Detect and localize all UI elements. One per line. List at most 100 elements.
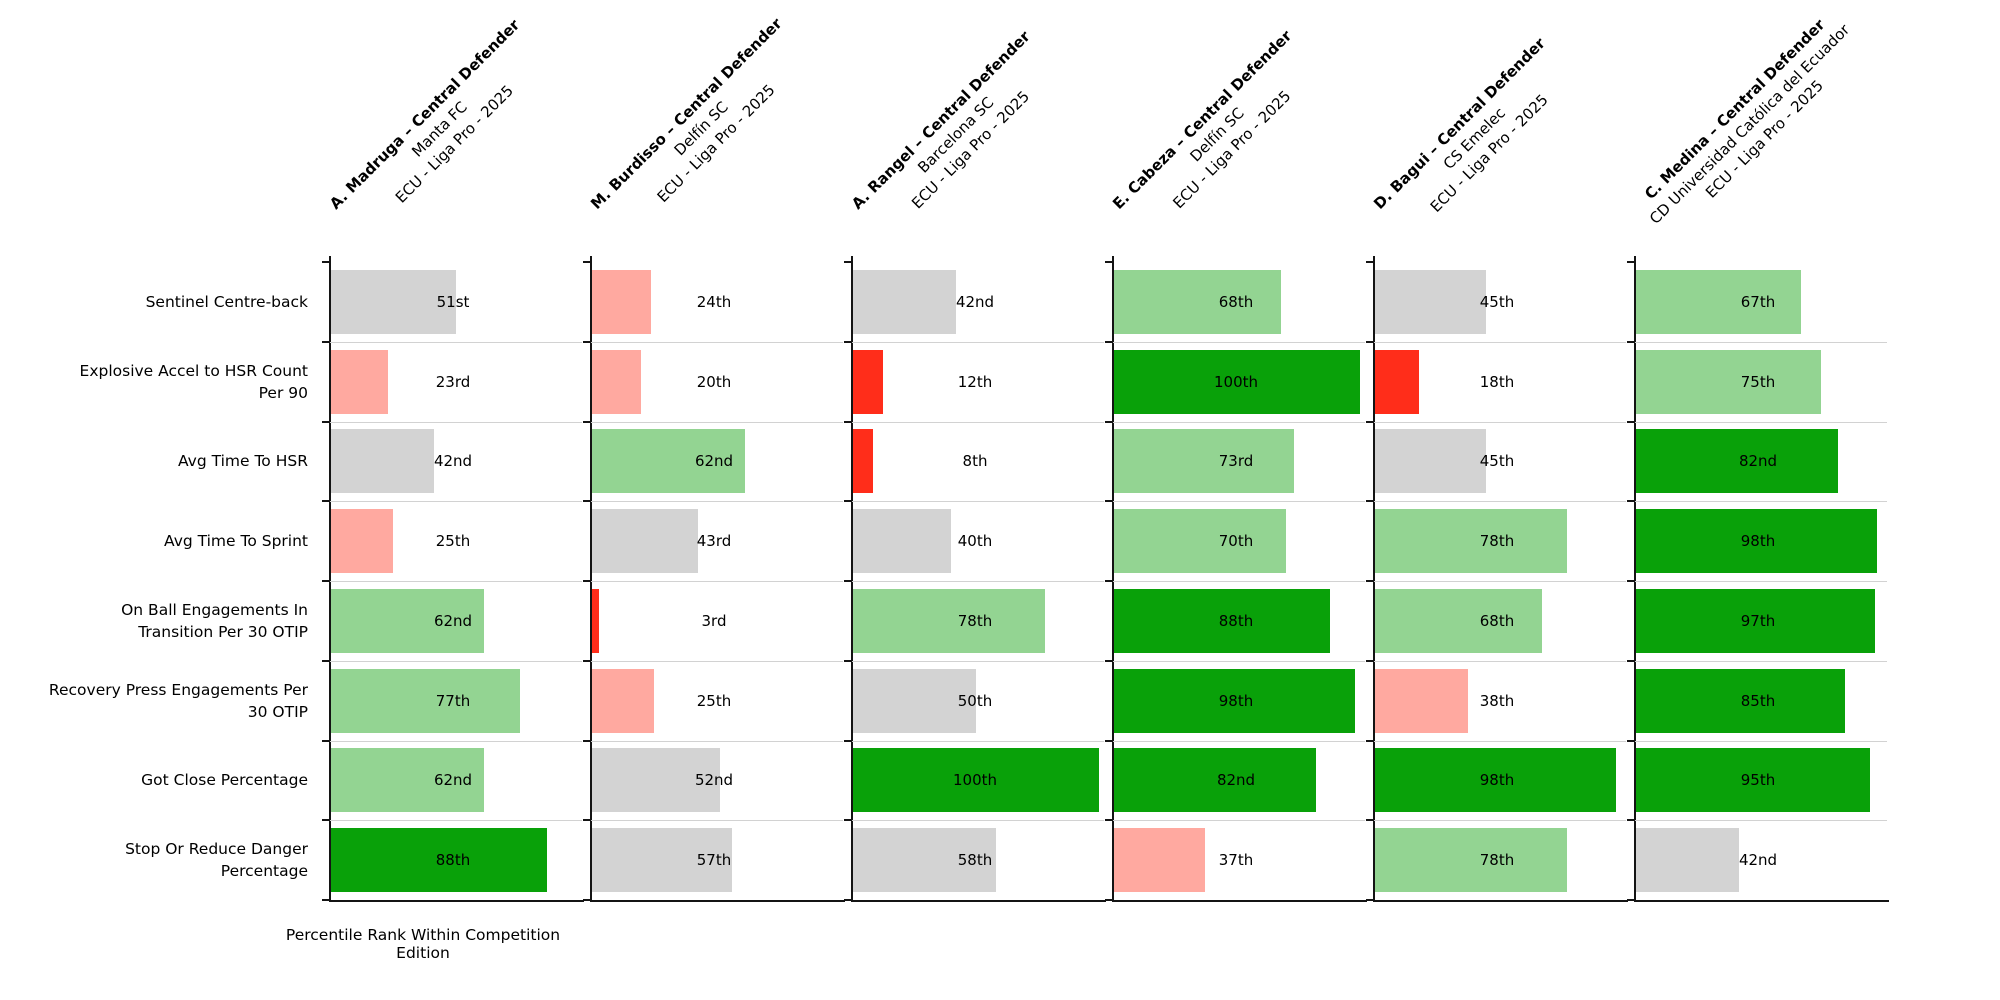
percentile-label: 18th bbox=[1479, 372, 1515, 391]
percentile-bar bbox=[853, 588, 1045, 653]
percentile-bar bbox=[853, 349, 883, 414]
player-header-text: A. Rangel – Central Defender Barcelona SC… bbox=[847, 27, 1064, 244]
axis-tick bbox=[1366, 739, 1373, 742]
percentile-label: 8th bbox=[962, 452, 988, 471]
percentile-label: 62nd bbox=[694, 452, 734, 471]
axis-tick bbox=[844, 261, 851, 263]
percentile-label: 88th bbox=[1218, 611, 1254, 630]
x-axis-baseline bbox=[1373, 900, 1628, 902]
percentile-bar bbox=[592, 748, 720, 813]
percentile-bar bbox=[592, 269, 652, 334]
player-panel-2: 42nd 12th 8th 40th 78th 50th 100th 58th bbox=[844, 256, 1106, 902]
percentile-bar bbox=[1114, 668, 1356, 733]
row-separator bbox=[330, 341, 582, 343]
x-axis-baseline bbox=[329, 900, 584, 902]
axis-tick bbox=[1627, 819, 1634, 822]
percentile-bar bbox=[1114, 588, 1331, 653]
percentile-label: 100th bbox=[952, 771, 998, 790]
axis-tick bbox=[322, 261, 329, 263]
metric-label-4: On Ball Engagements In Transition Per 30… bbox=[0, 581, 316, 661]
percentile-label: 98th bbox=[1218, 691, 1254, 710]
row-separator bbox=[1635, 740, 1887, 742]
row-separator bbox=[1374, 421, 1626, 423]
percentile-bar bbox=[1375, 588, 1543, 653]
row-separator bbox=[591, 421, 843, 423]
x-axis-label: Percentile Rank Within Competition Editi… bbox=[285, 926, 561, 962]
row-separator bbox=[1635, 581, 1887, 582]
percentile-label: 3rd bbox=[701, 611, 727, 630]
percentile-label: 42nd bbox=[433, 452, 473, 471]
percentile-bar bbox=[331, 349, 388, 414]
percentile-bar bbox=[331, 668, 521, 733]
player-team: Delfín SC bbox=[1186, 104, 1248, 166]
axis-tick bbox=[583, 261, 590, 263]
axis-tick bbox=[1105, 580, 1112, 582]
percentile-bar bbox=[592, 588, 600, 653]
metric-label-text: Sentinel Centre-back bbox=[145, 292, 308, 311]
row-separator bbox=[1374, 820, 1626, 822]
percentile-label: 98th bbox=[1479, 771, 1515, 790]
player-header-text: A. Madruga – Central Defender Manta FC ECU… bbox=[325, 15, 554, 244]
percentile-label: 95th bbox=[1740, 771, 1776, 790]
axis-tick bbox=[1105, 739, 1112, 742]
percentile-label: 82nd bbox=[1216, 771, 1256, 790]
row-separator bbox=[591, 501, 843, 503]
percentile-label: 62nd bbox=[433, 771, 473, 790]
row-separator bbox=[1374, 581, 1626, 582]
percentile-bar bbox=[1114, 509, 1287, 574]
player-team: CS Emelec bbox=[1439, 103, 1509, 173]
row-separator bbox=[1374, 501, 1626, 503]
percentile-bar bbox=[331, 748, 484, 813]
row-separator bbox=[591, 581, 843, 582]
row-separator bbox=[1635, 820, 1887, 822]
percentile-bar bbox=[1375, 349, 1420, 414]
axis-tick bbox=[844, 420, 851, 423]
axis-tick bbox=[322, 420, 329, 423]
row-separator bbox=[1635, 501, 1887, 503]
axis-tick bbox=[322, 819, 329, 822]
row-separator bbox=[591, 820, 843, 822]
axis-tick bbox=[583, 899, 590, 901]
player-header-text: C. Medina – Central Defender CD Universid… bbox=[1630, 5, 1869, 244]
percentile-label: 25th bbox=[435, 532, 471, 551]
row-separator bbox=[1374, 740, 1626, 742]
axis-tick bbox=[1366, 819, 1373, 822]
metric-label-text: Stop Or Reduce Danger Percentage bbox=[125, 840, 308, 881]
row-separator bbox=[1635, 341, 1887, 343]
axis-tick bbox=[583, 580, 590, 582]
percentile-label: 37th bbox=[1218, 851, 1254, 870]
axis-tick bbox=[1105, 819, 1112, 822]
axis-tick bbox=[844, 819, 851, 822]
row-separator bbox=[852, 421, 1104, 423]
percentile-label: 42nd bbox=[955, 292, 995, 311]
y-axis-spine bbox=[851, 256, 853, 902]
percentile-bar bbox=[1375, 429, 1486, 494]
y-axis-spine bbox=[329, 256, 331, 902]
percentile-label: 75th bbox=[1740, 372, 1776, 391]
axis-tick bbox=[1366, 659, 1373, 662]
percentile-bar bbox=[853, 269, 957, 334]
percentile-bar bbox=[1636, 588, 1875, 653]
axis-tick bbox=[1105, 340, 1112, 343]
x-axis-baseline bbox=[1112, 900, 1367, 902]
player-team: CD Universidad Católica del Ecuador bbox=[1646, 20, 1854, 228]
player-panel-0: 51st 23rd 42nd 25th 62nd 77th 62nd 88th bbox=[322, 256, 584, 902]
row-separator bbox=[852, 820, 1104, 822]
row-separator bbox=[1113, 740, 1365, 742]
axis-tick bbox=[1627, 899, 1634, 901]
row-separator bbox=[1113, 660, 1365, 662]
percentile-label: 58th bbox=[957, 851, 993, 870]
percentile-bar bbox=[331, 269, 457, 334]
percentile-bar bbox=[331, 509, 393, 574]
percentile-bar bbox=[592, 349, 642, 414]
percentile-bar bbox=[331, 588, 484, 653]
row-separator bbox=[852, 501, 1104, 503]
axis-tick bbox=[583, 819, 590, 822]
percentile-bar bbox=[592, 429, 745, 494]
axis-tick bbox=[844, 739, 851, 742]
player-panel-5: 67th 75th 82nd 98th 97th 85th 95th 42nd bbox=[1627, 256, 1889, 902]
row-separator bbox=[852, 740, 1104, 742]
metric-label-text: Avg Time To HSR bbox=[177, 452, 308, 471]
percentile-bar bbox=[1636, 668, 1846, 733]
y-axis-spine bbox=[1634, 256, 1636, 902]
